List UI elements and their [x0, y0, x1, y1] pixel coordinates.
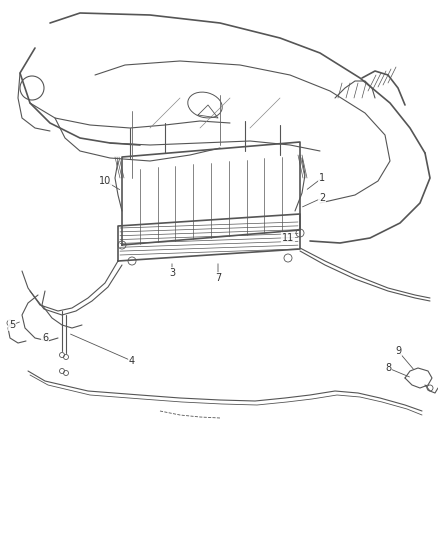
Text: 5: 5 [9, 320, 15, 330]
Circle shape [118, 241, 126, 249]
Text: 6: 6 [42, 333, 48, 343]
Text: 3: 3 [169, 268, 175, 278]
Text: 11: 11 [282, 233, 294, 243]
Text: 2: 2 [319, 193, 325, 203]
Text: 9: 9 [395, 346, 401, 356]
Text: 7: 7 [215, 273, 221, 283]
Text: 1: 1 [319, 173, 325, 183]
Circle shape [296, 229, 304, 237]
Circle shape [284, 254, 292, 262]
Text: 4: 4 [129, 356, 135, 366]
Text: 8: 8 [385, 363, 391, 373]
Text: 10: 10 [99, 176, 111, 186]
Circle shape [128, 257, 136, 265]
